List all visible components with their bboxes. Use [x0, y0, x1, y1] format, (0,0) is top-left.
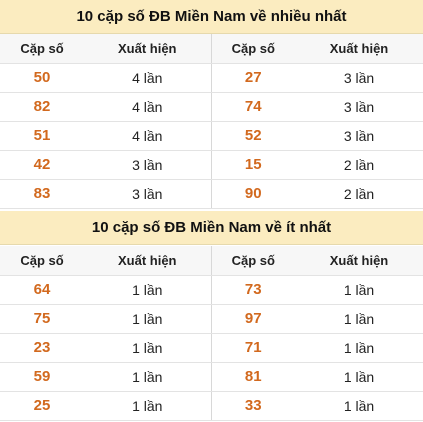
table-row: 42 3 lần 15 2 lần	[0, 150, 423, 180]
pair-number: 90	[211, 179, 295, 209]
pair-number: 50	[0, 63, 84, 93]
most-frequent-title: 10 cặp số ĐB Miền Nam về nhiều nhất	[0, 0, 423, 34]
column-header: Cặp số	[211, 246, 295, 276]
column-header: Xuất hiện	[295, 34, 423, 64]
least-frequent-table: Cặp số Xuất hiện Cặp số Xuất hiện 64 1 l…	[0, 246, 423, 421]
table-row: 25 1 lần 33 1 lần	[0, 391, 423, 421]
table-row: 59 1 lần 81 1 lần	[0, 362, 423, 392]
occurrence-count: 1 lần	[84, 362, 212, 392]
pair-number: 74	[211, 92, 295, 122]
table-row: 51 4 lần 52 3 lần	[0, 121, 423, 151]
table-row: 64 1 lần 73 1 lần	[0, 275, 423, 305]
occurrence-count: 3 lần	[84, 150, 212, 180]
table-row: 82 4 lần 74 3 lần	[0, 92, 423, 122]
pair-number: 83	[0, 179, 84, 209]
occurrence-count: 2 lần	[295, 150, 423, 180]
pair-number: 59	[0, 362, 84, 392]
occurrence-count: 3 lần	[295, 92, 423, 122]
most-frequent-table: Cặp số Xuất hiện Cặp số Xuất hiện 50 4 l…	[0, 34, 423, 209]
occurrence-count: 1 lần	[295, 275, 423, 305]
occurrence-count: 4 lần	[84, 63, 212, 93]
occurrence-count: 1 lần	[84, 333, 212, 363]
table-row: 50 4 lần 27 3 lần	[0, 63, 423, 93]
occurrence-count: 1 lần	[295, 333, 423, 363]
least-frequent-title: 10 cặp số ĐB Miền Nam về ít nhất	[0, 211, 423, 245]
occurrence-count: 4 lần	[84, 121, 212, 151]
pair-number: 81	[211, 362, 295, 392]
occurrence-count: 3 lần	[295, 121, 423, 151]
occurrence-count: 1 lần	[84, 275, 212, 305]
pair-number: 33	[211, 391, 295, 421]
column-header: Xuất hiện	[84, 246, 212, 276]
occurrence-count: 1 lần	[295, 391, 423, 421]
pair-number: 73	[211, 275, 295, 305]
pair-number: 64	[0, 275, 84, 305]
occurrence-count: 3 lần	[84, 179, 212, 209]
pair-number: 82	[0, 92, 84, 122]
table-header-row: Cặp số Xuất hiện Cặp số Xuất hiện	[0, 34, 423, 64]
occurrence-count: 1 lần	[84, 304, 212, 334]
pair-number: 97	[211, 304, 295, 334]
pair-number: 52	[211, 121, 295, 151]
pair-number: 15	[211, 150, 295, 180]
column-header: Cặp số	[211, 34, 295, 64]
occurrence-count: 1 lần	[295, 304, 423, 334]
occurrence-count: 3 lần	[295, 63, 423, 93]
occurrence-count: 1 lần	[84, 391, 212, 421]
column-header: Cặp số	[0, 246, 84, 276]
pair-number: 51	[0, 121, 84, 151]
occurrence-count: 4 lần	[84, 92, 212, 122]
table-row: 23 1 lần 71 1 lần	[0, 333, 423, 363]
pair-number: 27	[211, 63, 295, 93]
pair-number: 42	[0, 150, 84, 180]
occurrence-count: 1 lần	[295, 362, 423, 392]
table-row: 83 3 lần 90 2 lần	[0, 179, 423, 209]
table-row: 75 1 lần 97 1 lần	[0, 304, 423, 334]
pair-number: 23	[0, 333, 84, 363]
table-header-row: Cặp số Xuất hiện Cặp số Xuất hiện	[0, 246, 423, 276]
pair-number: 75	[0, 304, 84, 334]
occurrence-count: 2 lần	[295, 179, 423, 209]
column-header: Xuất hiện	[295, 246, 423, 276]
pair-number: 25	[0, 391, 84, 421]
pair-number: 71	[211, 333, 295, 363]
column-header: Xuất hiện	[84, 34, 212, 64]
column-header: Cặp số	[0, 34, 84, 64]
